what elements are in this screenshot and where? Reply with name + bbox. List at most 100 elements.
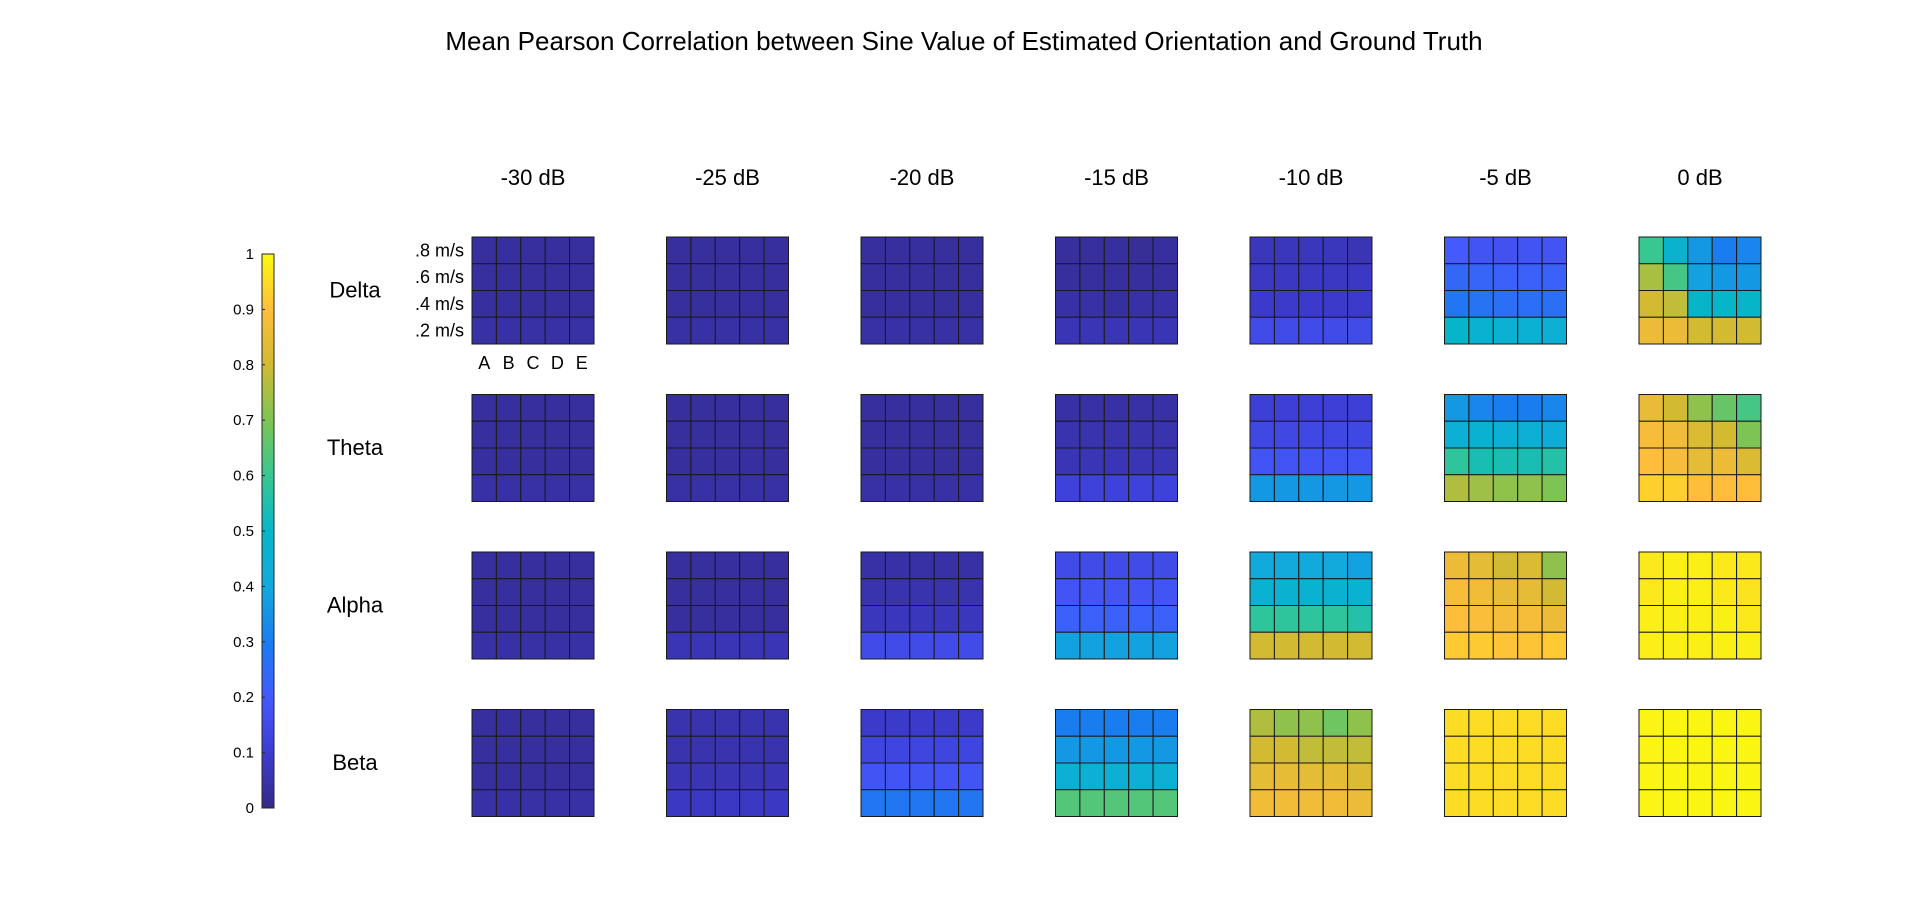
heatmap-cell [690, 263, 716, 291]
heatmap-cell [1347, 394, 1373, 422]
heatmap-cell [763, 394, 789, 422]
heatmap-cell [520, 578, 546, 606]
heatmap-cell [569, 551, 595, 580]
heatmap-cell [544, 789, 571, 817]
heatmap-cell [1736, 263, 1762, 291]
heatmap-cell [1638, 474, 1664, 502]
heatmap-cell [520, 735, 546, 764]
heatmap-cell [860, 263, 886, 291]
heatmap-cell [884, 578, 911, 606]
heatmap-cell [1687, 578, 1713, 606]
heatmap-cell [1541, 735, 1567, 764]
heatmap-cell [690, 236, 716, 265]
heatmap-cell [860, 631, 886, 660]
heatmap-cell [1517, 394, 1543, 422]
heatmap-cell [1152, 578, 1178, 606]
heatmap-cell [1662, 762, 1689, 791]
heatmap-cell [1273, 290, 1300, 318]
heatmap-cell [495, 290, 522, 318]
heatmap-cell [884, 263, 911, 291]
heatmap-cell [739, 394, 765, 422]
heatmap-cell [1444, 420, 1470, 449]
heatmap-cell [1322, 394, 1349, 422]
heatmap-cell [520, 762, 546, 791]
heatmap-cell [739, 474, 765, 502]
heatmap-cell [520, 316, 546, 345]
colorbar-tick-label: 0 [246, 800, 254, 817]
heatmap-cell [1736, 762, 1762, 791]
heatmap-cell [884, 447, 911, 476]
heatmap-cell [1128, 316, 1154, 345]
cell-y-label: .4 m/s [415, 294, 464, 314]
heatmap-cell [1128, 709, 1154, 737]
heatmap-cell [1711, 631, 1738, 660]
heatmap-cell [958, 709, 984, 737]
heatmap-cell [1492, 290, 1519, 318]
heatmap-panel [1638, 709, 1762, 817]
heatmap-cell [495, 474, 522, 502]
heatmap-cell [860, 735, 886, 764]
heatmap-cell [1298, 290, 1324, 318]
heatmap-cell [471, 474, 497, 502]
heatmap-cell [1347, 631, 1373, 660]
heatmap-cell [1638, 263, 1664, 291]
heatmap-cell [1152, 735, 1178, 764]
heatmap-cell [1468, 290, 1494, 318]
colorbar-tick-label: 0.7 [233, 412, 254, 429]
heatmap-cell [1736, 709, 1762, 737]
heatmap-cell [884, 735, 911, 764]
heatmap-panel [1249, 551, 1373, 660]
heatmap-cell [1638, 394, 1664, 422]
row-label: Theta [327, 435, 384, 460]
heatmap-cell [1322, 551, 1349, 580]
heatmap-cell [1322, 789, 1349, 817]
heatmap-cell [1322, 420, 1349, 449]
heatmap-cell [1079, 551, 1105, 580]
heatmap-cell [1152, 290, 1178, 318]
heatmap-panel [1249, 394, 1373, 502]
heatmap-cell [1687, 474, 1713, 502]
heatmap-cell [1736, 578, 1762, 606]
heatmap-cell [1662, 447, 1689, 476]
heatmap-cell [860, 474, 886, 502]
heatmap-cell [1055, 394, 1081, 422]
heatmap-cell [1517, 316, 1543, 345]
heatmap-cell [909, 394, 935, 422]
heatmap-cell [520, 605, 546, 633]
heatmap-cell [739, 551, 765, 580]
heatmap-cell [884, 762, 911, 791]
heatmap-cell [1517, 578, 1543, 606]
heatmap-cell [1492, 735, 1519, 764]
heatmap-cell [520, 447, 546, 476]
heatmap-cell [1055, 762, 1081, 791]
heatmap-cell [1347, 605, 1373, 633]
heatmap-cell [763, 578, 789, 606]
heatmap-cell [520, 236, 546, 265]
heatmap-cell [1079, 420, 1105, 449]
heatmap-cell [1103, 735, 1130, 764]
heatmap-cell [1517, 551, 1543, 580]
heatmap-cell [1736, 236, 1762, 265]
heatmap-cell [1273, 735, 1300, 764]
heatmap-cell [1711, 735, 1738, 764]
heatmap-cell [1444, 789, 1470, 817]
heatmap-cell [1079, 709, 1105, 737]
heatmap-cell [1347, 236, 1373, 265]
heatmap-cell [933, 762, 960, 791]
heatmap-cell [739, 735, 765, 764]
heatmap-cell [1492, 263, 1519, 291]
heatmap-cell [1103, 236, 1130, 265]
heatmap-cell [1638, 709, 1664, 737]
heatmap-cell [1444, 236, 1470, 265]
heatmap-cell [1638, 762, 1664, 791]
heatmap-cell [1055, 735, 1081, 764]
heatmap-cell [1468, 631, 1494, 660]
colorbar-tick-label: 0.8 [233, 357, 254, 374]
heatmap-cell [544, 420, 571, 449]
heatmap-cell [763, 263, 789, 291]
heatmap-cell [1492, 631, 1519, 660]
heatmap-cell [1541, 394, 1567, 422]
heatmap-cell [666, 236, 692, 265]
heatmap-cell [1322, 605, 1349, 633]
heatmap-cell [714, 263, 741, 291]
